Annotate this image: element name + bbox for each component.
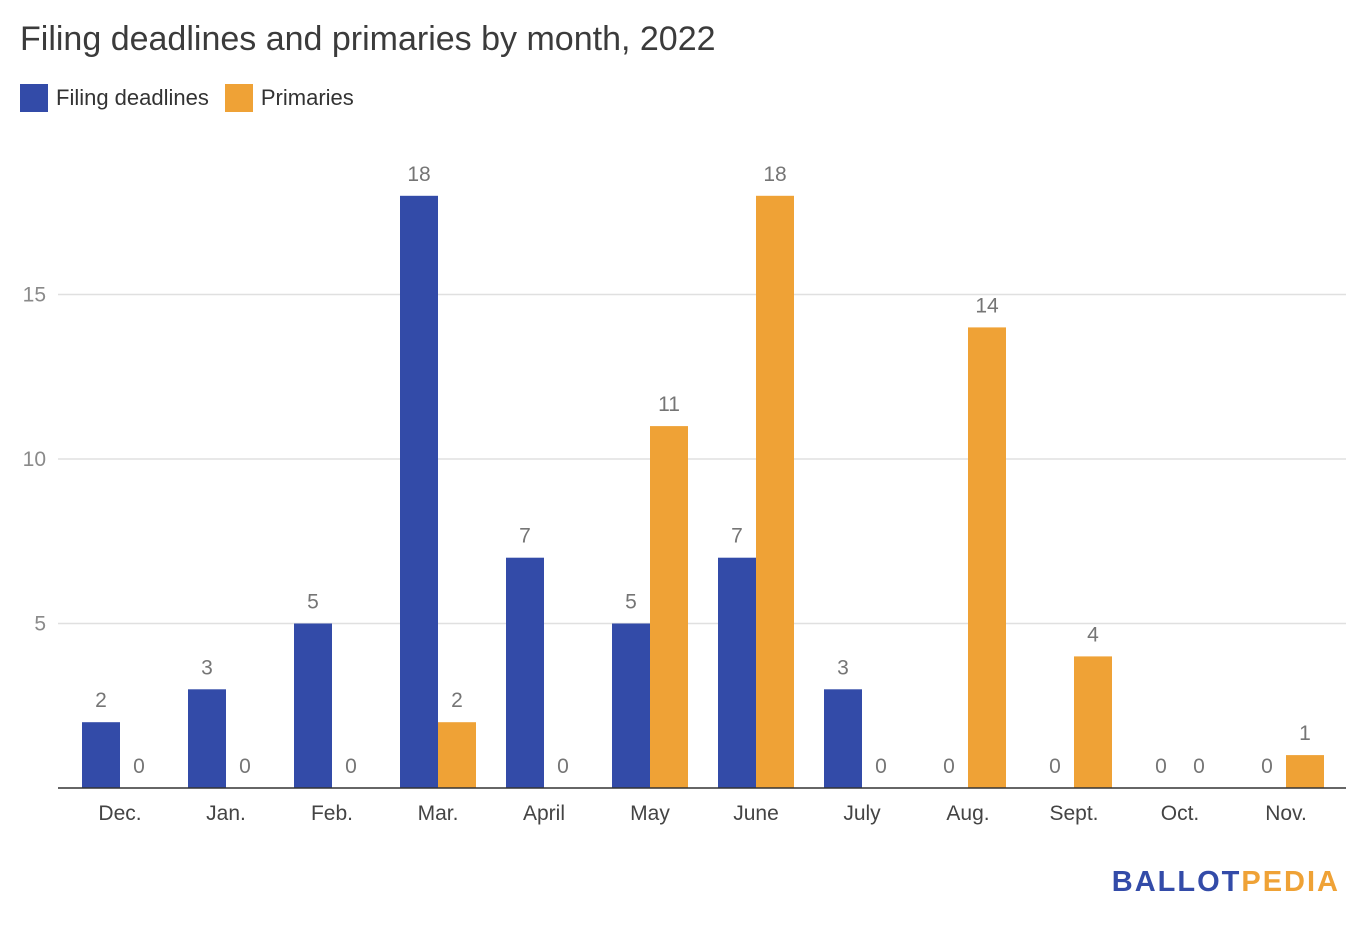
ballotpedia-logo: BALLOTPEDIA (1112, 866, 1340, 899)
x-tick-label: May (630, 802, 670, 825)
data-label: 18 (763, 163, 786, 186)
y-tick-label: 15 (23, 284, 46, 307)
bar (1286, 755, 1324, 788)
bar (1074, 656, 1112, 788)
x-tick-label: Nov. (1265, 802, 1307, 825)
bar (718, 557, 756, 788)
data-label: 0 (875, 755, 887, 778)
x-tick-label: Sept. (1049, 802, 1098, 825)
data-label: 0 (133, 755, 145, 778)
x-tick-label: July (843, 802, 881, 825)
data-label: 0 (345, 755, 357, 778)
logo-part-pedia: PEDIA (1241, 866, 1340, 898)
bar (438, 722, 476, 788)
legend-label-primaries: Primaries (260, 85, 354, 110)
data-label: 0 (1155, 755, 1167, 778)
x-tick-label: June (733, 802, 779, 825)
legend-swatch-primaries (224, 84, 253, 112)
legend-item-primaries: Primaries (224, 84, 354, 112)
bar (824, 689, 862, 788)
data-label: 0 (1193, 755, 1205, 778)
bar (650, 426, 688, 788)
data-label: 3 (201, 656, 213, 679)
logo-part-ballot: BALLOT (1111, 866, 1242, 898)
bar (756, 195, 794, 789)
data-label: 7 (731, 525, 743, 548)
x-tick-label: Feb. (311, 802, 353, 825)
legend: Filing deadlines Primaries (20, 84, 370, 112)
data-label: 0 (557, 755, 569, 778)
legend-item-filing-deadlines: Filing deadlines (20, 84, 209, 112)
data-label: 0 (1049, 755, 1061, 778)
bar (968, 327, 1006, 788)
data-label: 0 (1261, 755, 1273, 778)
x-tick-label: Mar. (418, 802, 459, 825)
legend-label-filing-deadlines: Filing deadlines (56, 85, 209, 110)
y-tick-label: 10 (23, 448, 46, 471)
data-label: 18 (407, 163, 430, 186)
data-label: 2 (451, 689, 463, 712)
data-label: 5 (307, 591, 319, 614)
data-label: 2 (95, 689, 107, 712)
data-label: 0 (239, 755, 251, 778)
legend-swatch-filing-deadlines (20, 84, 48, 112)
bar (82, 722, 120, 788)
x-tick-label: April (523, 802, 565, 825)
bar (294, 623, 332, 788)
x-tick-label: Jan. (206, 802, 246, 825)
data-label: 1 (1299, 722, 1311, 745)
data-label: 4 (1087, 623, 1099, 646)
bar (506, 557, 544, 788)
data-label: 11 (658, 393, 680, 416)
bar (188, 689, 226, 788)
chart-title: Filing deadlines and primaries by month,… (20, 20, 716, 58)
x-tick-label: Aug. (946, 802, 989, 825)
data-label: 3 (837, 656, 849, 679)
data-label: 5 (625, 591, 637, 614)
data-label: 0 (943, 755, 955, 778)
x-tick-label: Dec. (98, 802, 141, 825)
x-tick-label: Oct. (1161, 802, 1200, 825)
data-label: 7 (519, 525, 531, 548)
y-tick-label: 5 (34, 613, 46, 636)
bar (612, 623, 650, 788)
data-label: 14 (975, 294, 999, 317)
bar (400, 195, 438, 789)
